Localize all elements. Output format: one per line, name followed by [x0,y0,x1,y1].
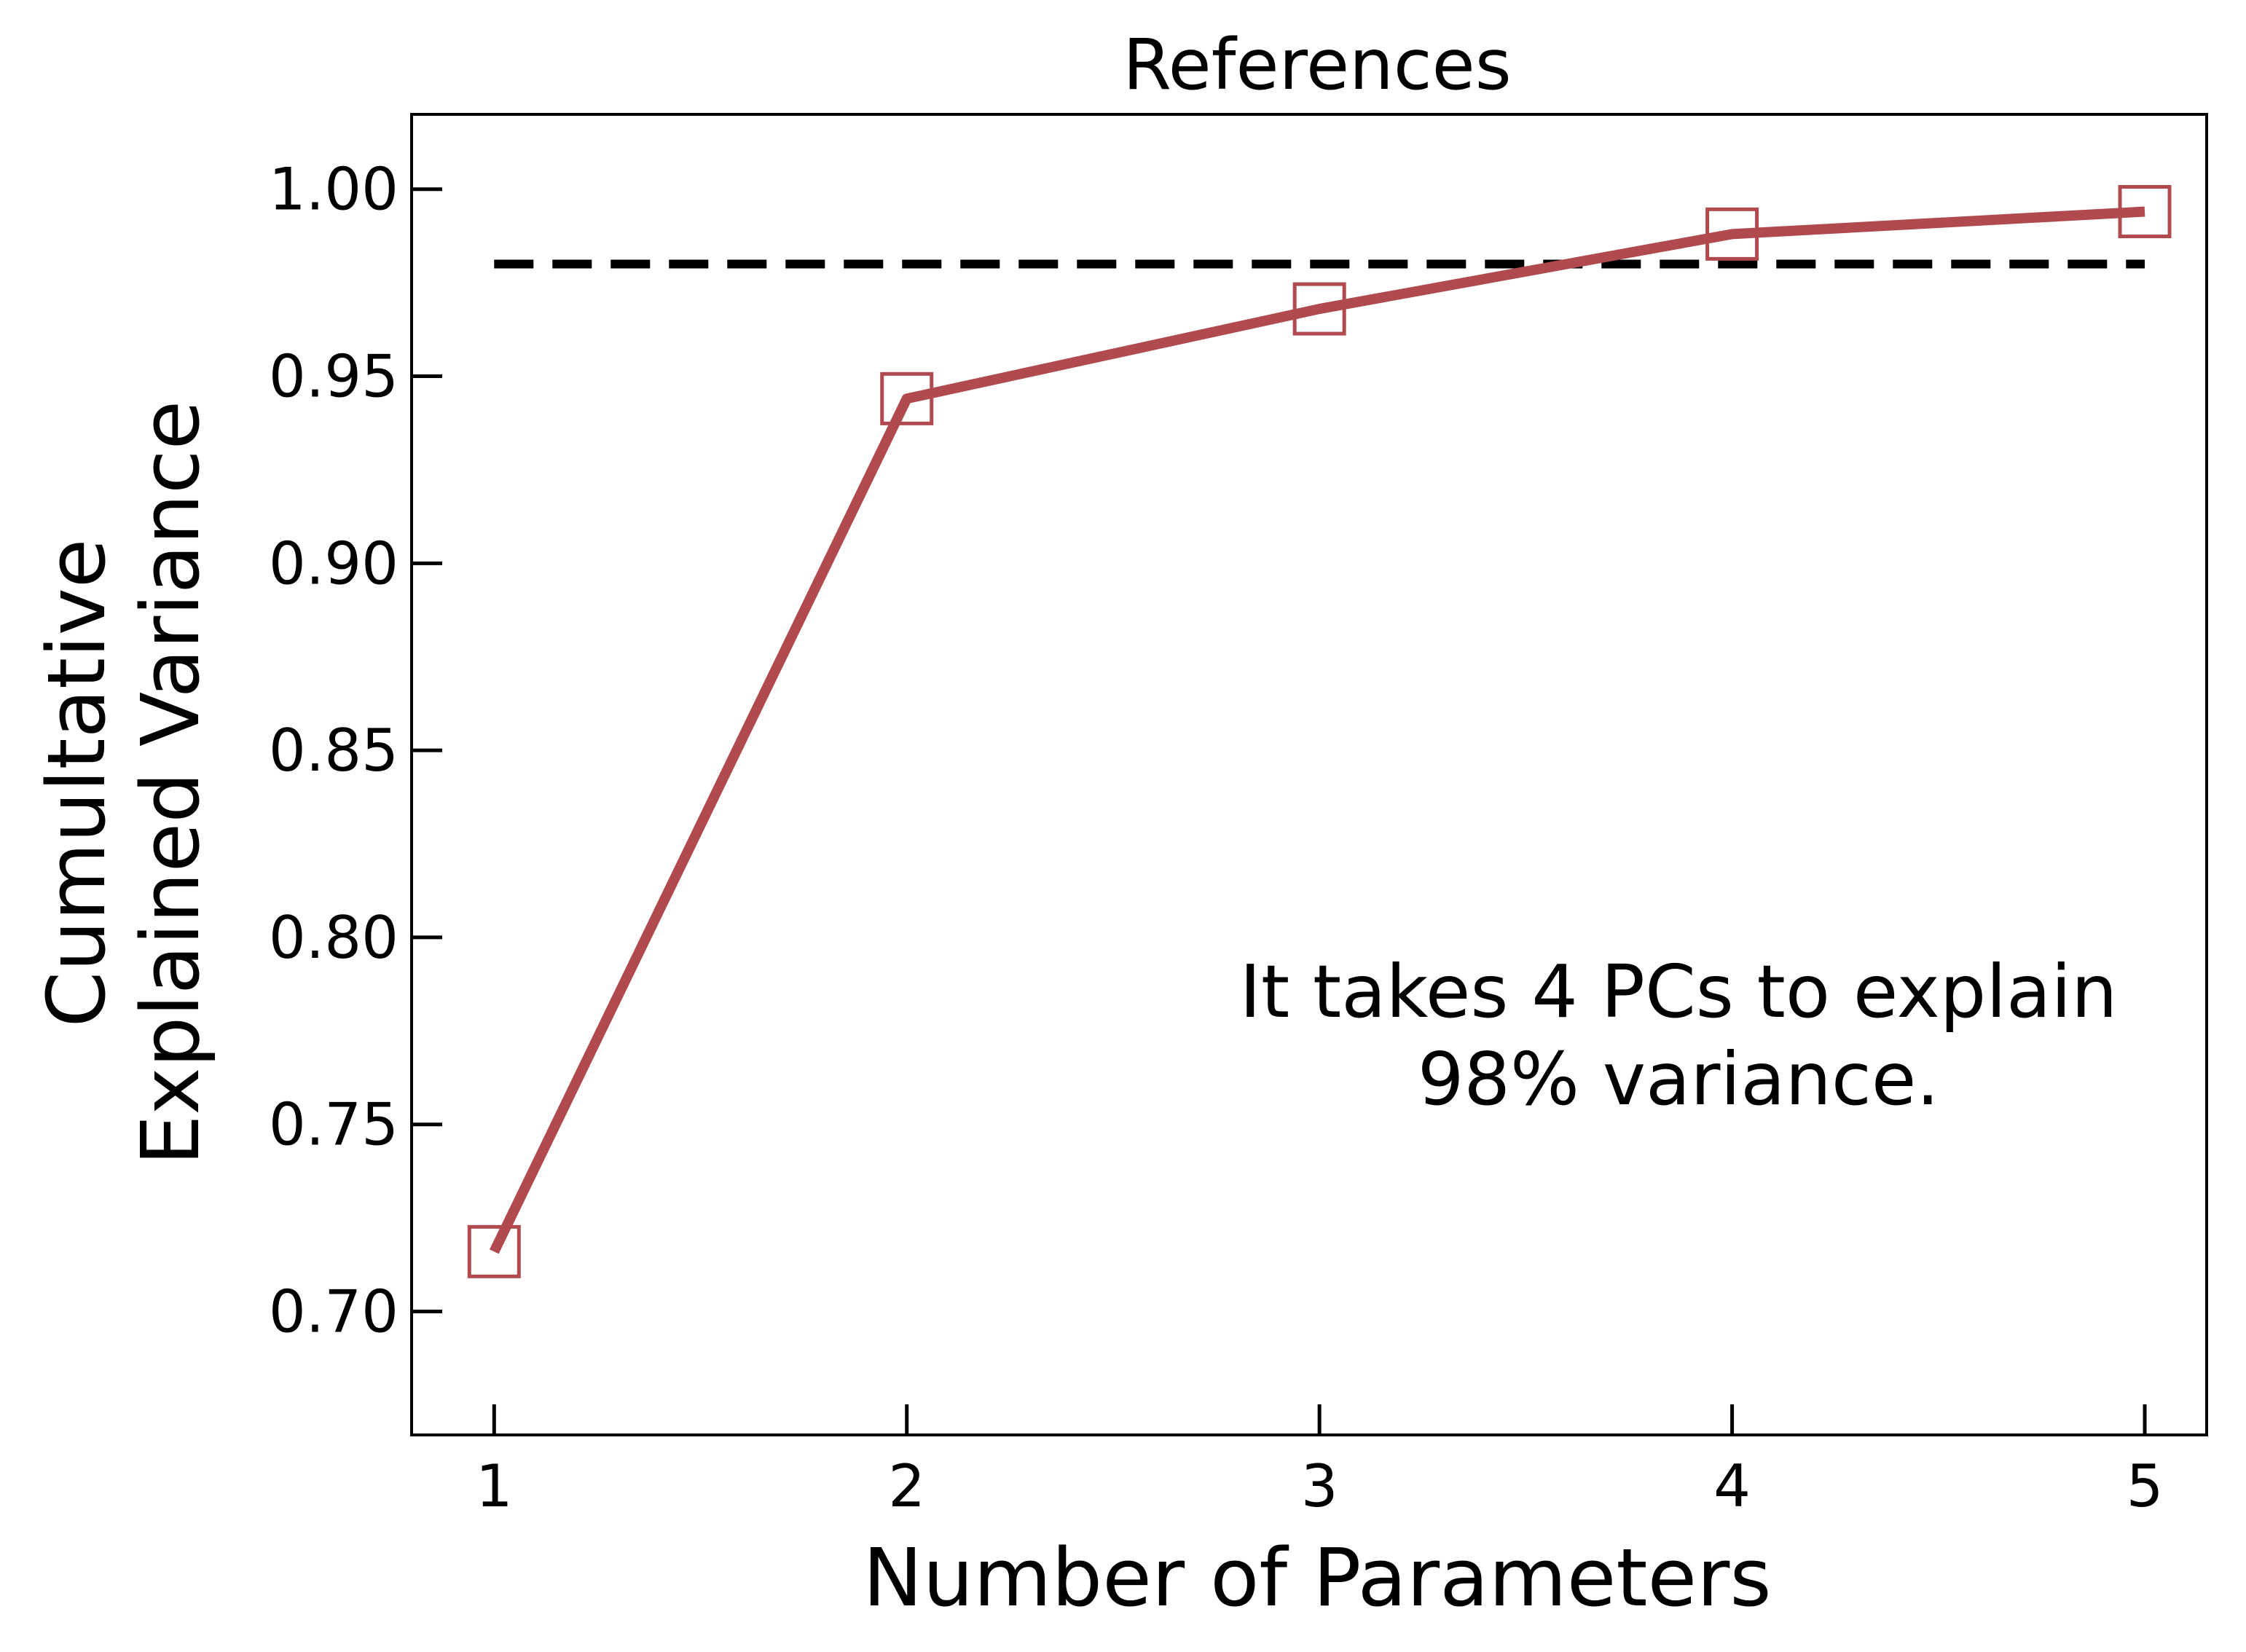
data-point-marker [1705,207,1759,261]
y-tick-label: 0.75 [269,1091,398,1159]
data-point-marker [2118,185,2172,239]
x-axis-title: Number of Parameters [863,1531,1771,1624]
y-tick-label: 0.95 [269,343,398,411]
y-tick-label: 0.90 [269,530,398,597]
data-point-marker [880,371,934,425]
y-axis-ticks: 0.70 0.75 0.80 0.85 0.90 0.95 1.00 [269,156,442,1346]
x-tick-label: 2 [888,1452,925,1520]
y-tick-label: 0.70 [269,1278,398,1346]
x-tick-label: 3 [1301,1452,1338,1520]
chart-title: References [1123,24,1511,106]
data-point-marker [467,1224,521,1278]
x-tick-label: 4 [1713,1452,1751,1520]
annotation-line-2: 98% variance. [1418,1037,1939,1122]
y-tick-label: 1.00 [269,156,398,224]
series-markers [467,185,2172,1278]
y-axis-title-line-1: Cumultative [30,539,123,1028]
plot-frame [410,113,2208,1436]
series-line [489,206,2145,1254]
y-tick-label: 0.85 [269,717,398,784]
y-axis-title-line-2: Explained Variance [124,401,217,1165]
x-tick-label: 5 [2127,1452,2164,1520]
y-tick-label: 0.80 [269,904,398,972]
annotation-line-1: It takes 4 PCs to explain [1240,949,2118,1034]
x-axis-ticks: 1 2 3 4 5 [476,1404,2164,1520]
data-point-marker [1292,282,1346,336]
x-tick-label: 1 [476,1452,513,1520]
